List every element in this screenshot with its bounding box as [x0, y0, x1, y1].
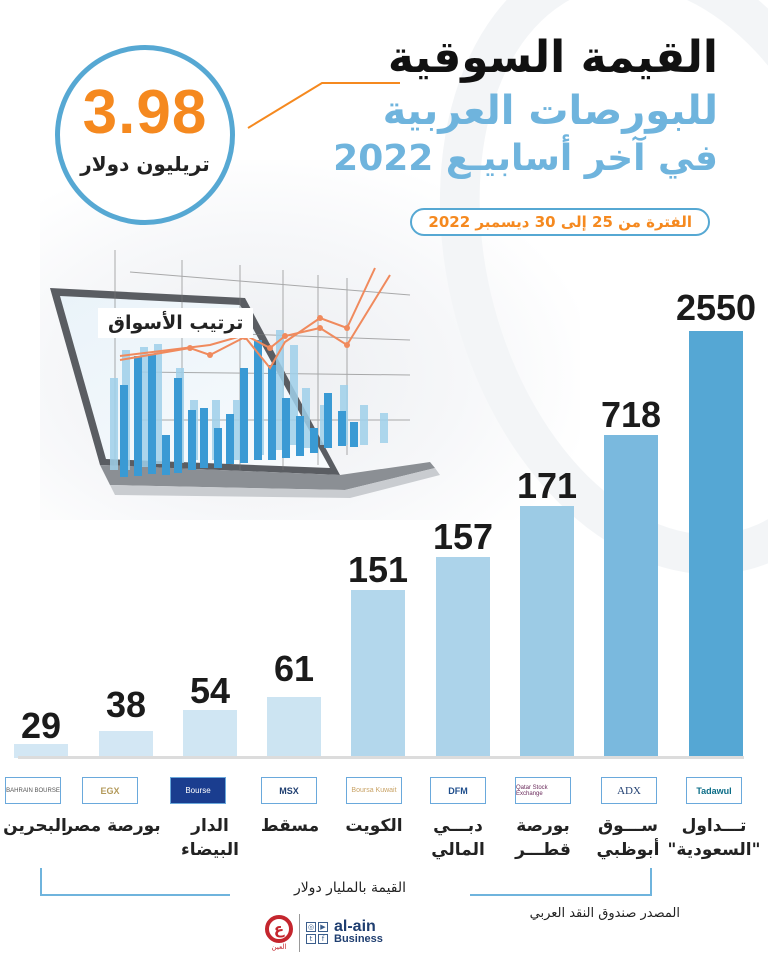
youtube-icon: ▶ [318, 922, 328, 932]
bar-qatar [520, 506, 574, 758]
value-bahrain: 29 [20, 705, 62, 746]
market-name-qatar: بورصة قطـــر [515, 816, 571, 860]
market-name-abudhabi: ســـوق أبوظبي [596, 816, 660, 860]
instagram-icon: ◎ [306, 922, 316, 932]
logo-tadawul: Tadawul [686, 777, 742, 804]
logo-msx: MSX [261, 777, 317, 804]
logo-adx: ADX [601, 777, 657, 804]
title-block: القيمة السوقية للبورصات العربية في آخر أ… [333, 30, 718, 182]
total-value: 3.98 [82, 78, 208, 147]
value-qatar: 171 [516, 465, 578, 506]
page-subtitle-1: للبورصات العربية [382, 88, 718, 134]
value-kuwait: 151 [347, 549, 409, 590]
bar-abudhabi [604, 435, 658, 758]
market-name-egypt: بورصة مصر [63, 816, 161, 836]
bar-muscat [267, 697, 321, 758]
chart-baseline [18, 756, 744, 759]
page-subtitle-2: في آخر أسابيـع 2022 [333, 138, 718, 179]
logo-qatar-stock-exchange: Qatar Stock Exchange [515, 777, 571, 804]
al-ain-emblem-icon: ع [265, 915, 293, 943]
brand-logo: ع العين ◎ ▶ t f al-ain Business [265, 910, 383, 956]
market-name-kuwait: الكويت [345, 816, 403, 836]
value-saudi: 2550 [675, 287, 757, 328]
bar-saudi [689, 331, 743, 758]
market-name-muscat: مسقط [260, 816, 320, 836]
page-title: القيمة السوقية [387, 32, 718, 83]
bar-kuwait [351, 590, 405, 758]
brand-arabic: العين [271, 943, 287, 951]
logo-casablanca-bourse: Bourse [170, 777, 226, 804]
value-abudhabi: 718 [600, 394, 662, 435]
market-name-saudi: تـــداول "السعودية" [667, 816, 761, 860]
bar-egypt [99, 731, 153, 758]
market-name-dubai: دبـــي المالي [431, 816, 485, 860]
facebook-icon: f [318, 934, 328, 944]
axis-label: القيمة بالمليار دولار [230, 880, 470, 896]
bar-casablanca [183, 710, 237, 758]
brand-divider [299, 914, 300, 952]
ranking-label: ترتيب الأسواق [98, 308, 254, 338]
logo-dfm: DFM [430, 777, 486, 804]
market-name-bahrain: البحرين [3, 816, 67, 836]
value-egypt: 38 [105, 684, 147, 725]
period-badge: الفترة من 25 إلى 30 ديسمبر 2022 [410, 208, 710, 236]
logo-egx: EGX [82, 777, 138, 804]
value-muscat: 61 [273, 648, 315, 689]
bar-bahrain [14, 744, 68, 758]
social-icons: ◎ ▶ t f [306, 922, 328, 944]
source-note: المصدر صندوق النقد العربي [529, 906, 680, 921]
market-name-casablanca: الدار البيضاء [181, 816, 239, 860]
total-value-circle: 3.98 تريليون دولار [55, 45, 235, 225]
twitter-icon: t [306, 934, 316, 944]
bar-dubai [436, 557, 490, 758]
value-dubai: 157 [432, 516, 494, 557]
value-casablanca: 54 [189, 670, 231, 711]
logo-bahrain-bourse: BAHRAIN BOURSE [5, 777, 61, 804]
brand-wordmark: al-ain Business [334, 918, 383, 946]
total-unit: تريليون دولار [80, 152, 210, 176]
logo-boursa-kuwait: Boursa Kuwait [346, 777, 402, 804]
